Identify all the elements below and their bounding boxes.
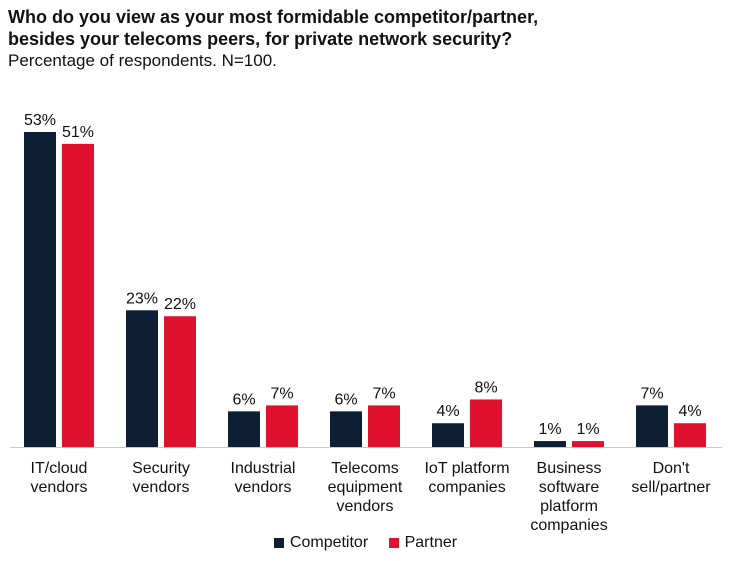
category-label-1-line-1: vendors	[132, 479, 190, 496]
category-label-5-line-1: software	[538, 479, 600, 496]
data-label-competitor-6: 7%	[640, 385, 663, 402]
bar-partner-3	[368, 405, 400, 447]
category-label-3-line-2: vendors	[336, 498, 394, 515]
category-label-3: Telecoms equipment vendors	[310, 459, 420, 516]
title-line-2: besides your telecoms peers, for private…	[8, 29, 513, 49]
category-label-4: IoT platform companies	[412, 459, 522, 497]
bar-partner-2	[266, 405, 298, 447]
data-label-competitor-4: 4%	[436, 403, 459, 420]
legend-swatch-competitor	[273, 538, 284, 548]
bar-competitor-1	[126, 310, 158, 447]
legend: Competitor Partner	[0, 533, 731, 554]
bar-competitor-6	[636, 405, 668, 447]
category-label-6-line-1: sell/partner	[631, 479, 711, 496]
bar-competitor-4	[432, 423, 464, 447]
bar-competitor-0	[24, 132, 56, 447]
legend-swatch-partner	[388, 538, 399, 548]
category-label-0: IT/cloud vendors	[4, 459, 114, 497]
data-label-competitor-2: 6%	[232, 391, 255, 408]
bar-partner-0	[62, 143, 94, 448]
category-label-3-line-0: Telecoms	[331, 460, 399, 477]
category-label-5-line-0: Business	[536, 460, 602, 477]
bar-competitor-2	[228, 411, 260, 447]
bar-competitor-5	[534, 441, 566, 447]
category-label-1-line-0: Security	[132, 460, 190, 477]
category-label-4-line-1: companies	[428, 479, 506, 496]
category-label-6-line-0: Don't	[652, 460, 690, 477]
data-label-partner-5: 1%	[576, 421, 599, 438]
category-label-0-line-0: IT/cloud	[30, 460, 88, 477]
bar-partner-6	[674, 423, 706, 447]
category-label-2-line-0: Industrial	[230, 460, 296, 477]
data-label-partner-1: 22%	[164, 296, 196, 313]
bar-partner-1	[164, 316, 196, 447]
data-label-partner-3: 7%	[372, 385, 395, 402]
category-label-5-line-3: companies	[530, 517, 608, 534]
category-label-6: Don't sell/partner	[616, 459, 726, 497]
title-line-1: Who do you view as your most formidable …	[8, 7, 539, 27]
data-label-competitor-3: 6%	[334, 391, 357, 408]
legend-label-competitor: Competitor	[289, 534, 369, 551]
data-label-competitor-0: 53%	[24, 112, 56, 129]
category-label-1: Security vendors	[106, 459, 216, 497]
category-label-2-line-1: vendors	[234, 479, 292, 496]
data-label-partner-0: 51%	[62, 124, 94, 141]
legend-item-partner: Partner	[388, 533, 458, 553]
category-label-3-line-1: equipment	[327, 479, 403, 496]
category-label-0-line-1: vendors	[30, 479, 88, 496]
category-label-2: Industrial vendors	[208, 459, 318, 497]
category-label-5: Business software platform companies	[514, 459, 624, 535]
category-label-4-line-0: IoT platform	[424, 460, 510, 477]
data-label-partner-4: 8%	[474, 379, 497, 396]
data-label-partner-6: 4%	[678, 403, 701, 420]
chart-title: Who do you view as your most formidable …	[8, 6, 723, 50]
data-label-partner-2: 7%	[270, 385, 293, 402]
data-label-competitor-1: 23%	[126, 290, 158, 307]
data-label-competitor-5: 1%	[538, 421, 561, 438]
bar-partner-5	[572, 441, 604, 447]
bar-partner-4	[470, 399, 502, 447]
legend-label-partner: Partner	[404, 534, 458, 551]
category-label-5-line-2: platform	[540, 498, 598, 515]
bar-competitor-3	[330, 411, 362, 447]
legend-item-competitor: Competitor	[273, 533, 369, 553]
chart-subtitle: Percentage of respondents. N=100.	[8, 51, 277, 70]
